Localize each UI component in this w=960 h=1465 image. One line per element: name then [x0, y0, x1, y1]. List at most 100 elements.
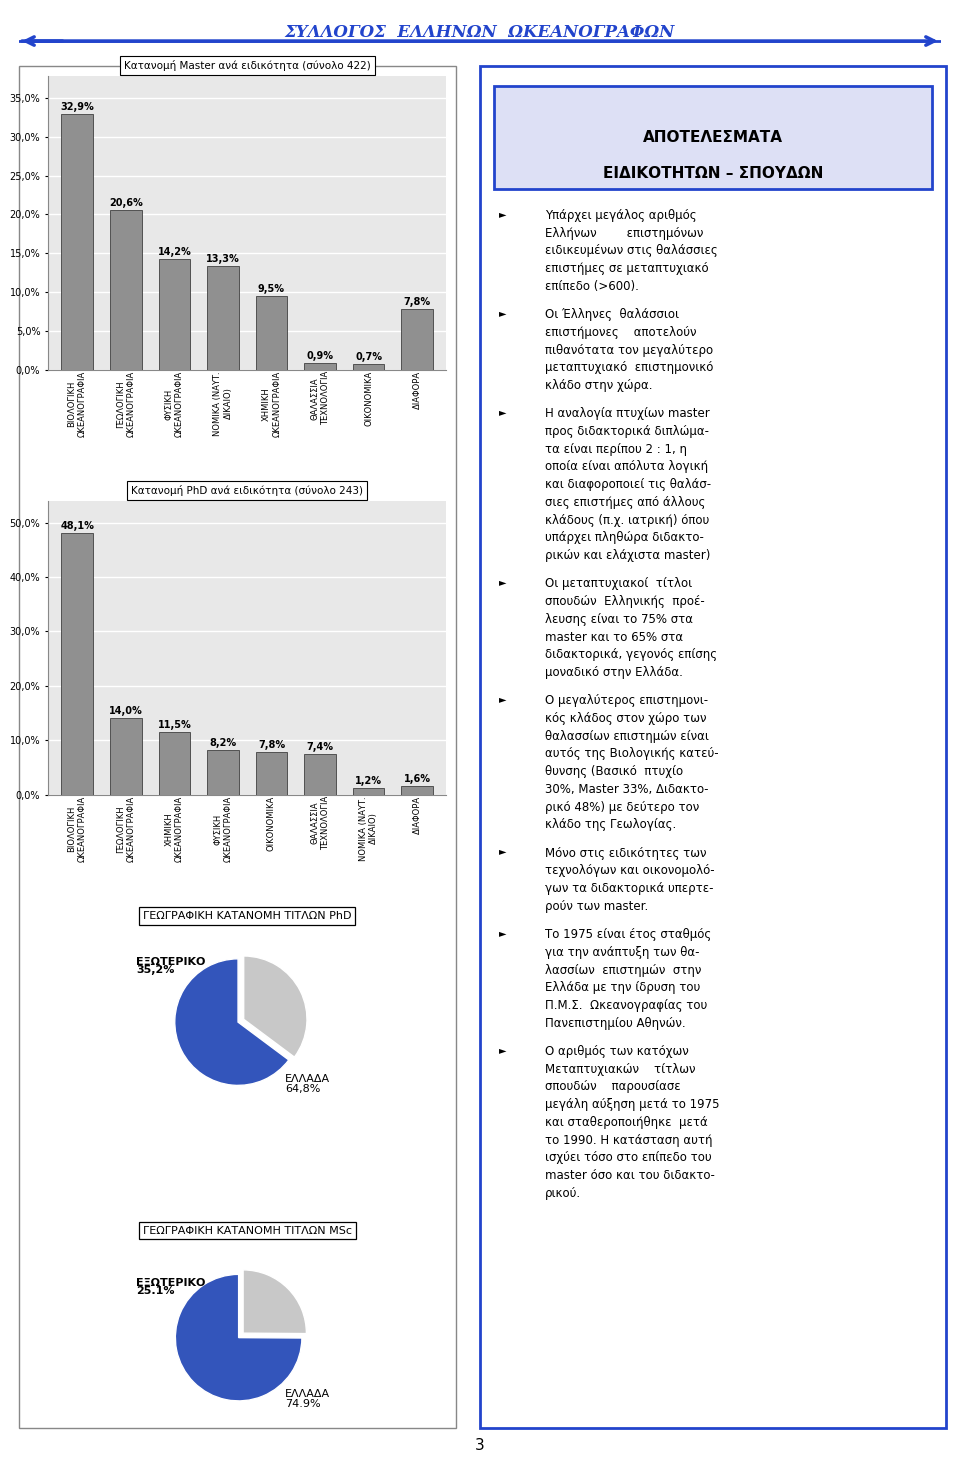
- Bar: [401, 785, 433, 794]
- Title: ΓΕΩΓΡΑΦΙΚΗ ΚΑΤΑΝΟΜΗ ΤΙΤΛΩΝ MSc: ΓΕΩΓΡΑΦΙΚΗ ΚΑΤΑΝΟΜΗ ΤΙΤΛΩΝ MSc: [143, 1226, 351, 1235]
- Text: επιστήμες σε μεταπτυχιακό: επιστήμες σε μεταπτυχιακό: [545, 262, 708, 275]
- Text: λευσης είναι το 75% στα: λευσης είναι το 75% στα: [545, 612, 693, 626]
- Text: ►: ►: [498, 308, 506, 318]
- Text: τα είναι περίπου 2 : 1, η: τα είναι περίπου 2 : 1, η: [545, 442, 687, 456]
- FancyBboxPatch shape: [494, 86, 931, 189]
- Text: ρικών και ελάχιστα master): ρικών και ελάχιστα master): [545, 549, 710, 563]
- Text: και σταθεροποιήθηκε  μετά: και σταθεροποιήθηκε μετά: [545, 1116, 708, 1130]
- Text: 30%, Master 33%, Διδακτο-: 30%, Master 33%, Διδακτο-: [545, 782, 708, 795]
- Bar: [158, 259, 190, 369]
- Bar: [207, 267, 239, 369]
- Bar: [255, 296, 287, 369]
- Text: αυτός της Βιολογικής κατεύ-: αυτός της Βιολογικής κατεύ-: [545, 747, 719, 760]
- Title: ΓΕΩΓΡΑΦΙΚΗ ΚΑΤΑΝΟΜΗ ΤΙΤΛΩΝ PhD: ΓΕΩΓΡΑΦΙΚΗ ΚΑΤΑΝΟΜΗ ΤΙΤΛΩΝ PhD: [143, 911, 351, 921]
- Text: Ελλάδα με την ίδρυση του: Ελλάδα με την ίδρυση του: [545, 982, 701, 995]
- Text: Οι Έλληνες  θαλάσσιοι: Οι Έλληνες θαλάσσιοι: [545, 308, 679, 321]
- Bar: [61, 533, 93, 794]
- Text: 7,8%: 7,8%: [258, 740, 285, 750]
- Text: μεταπτυχιακό  επιστημονικό: μεταπτυχιακό επιστημονικό: [545, 362, 713, 374]
- Title: Κατανομή Master ανά ειδικότητα (σύνολο 422): Κατανομή Master ανά ειδικότητα (σύνολο 4…: [124, 60, 371, 72]
- Text: κλάδους (π.χ. ιατρική) όπου: κλάδους (π.χ. ιατρική) όπου: [545, 514, 709, 526]
- Text: Το 1975 είναι έτος σταθμός: Το 1975 είναι έτος σταθμός: [545, 929, 711, 941]
- Text: οποία είναι απόλυτα λογική: οποία είναι απόλυτα λογική: [545, 460, 708, 473]
- Text: θαλασσίων επιστημών είναι: θαλασσίων επιστημών είναι: [545, 730, 709, 743]
- Text: 0,7%: 0,7%: [355, 352, 382, 362]
- Text: Μόνο στις ειδικότητες των: Μόνο στις ειδικότητες των: [545, 847, 707, 860]
- Text: ΕΛΛΑΔΑ: ΕΛΛΑΔΑ: [285, 1074, 330, 1084]
- Text: ρικού.: ρικού.: [545, 1187, 582, 1200]
- Text: 35,2%: 35,2%: [136, 965, 175, 976]
- Text: τεχνολόγων και οικονομολό-: τεχνολόγων και οικονομολό-: [545, 864, 715, 878]
- Text: κλάδο στην χώρα.: κλάδο στην χώρα.: [545, 379, 653, 393]
- Text: master όσο και του διδακτο-: master όσο και του διδακτο-: [545, 1169, 715, 1182]
- Text: 14,0%: 14,0%: [108, 706, 143, 716]
- Bar: [353, 788, 384, 794]
- Text: master και το 65% στα: master και το 65% στα: [545, 630, 684, 643]
- Text: μεγάλη αύξηση μετά το 1975: μεγάλη αύξηση μετά το 1975: [545, 1099, 720, 1110]
- Text: 20,6%: 20,6%: [108, 198, 143, 208]
- Bar: [304, 363, 336, 369]
- FancyBboxPatch shape: [480, 66, 946, 1428]
- Text: ειδικευμένων στις θαλάσσιες: ειδικευμένων στις θαλάσσιες: [545, 245, 718, 258]
- Text: ΑΠΟΤΕΛΕΣΜΑΤΑ: ΑΠΟΤΕΛΕΣΜΑΤΑ: [643, 130, 782, 145]
- Text: 9,5%: 9,5%: [258, 284, 285, 294]
- Text: ρικό 48%) με δεύτερο τον: ρικό 48%) με δεύτερο τον: [545, 800, 700, 813]
- Text: ΕΛΛΑΔΑ: ΕΛΛΑΔΑ: [285, 1389, 330, 1399]
- Text: 14,2%: 14,2%: [157, 248, 191, 258]
- Text: ►: ►: [498, 694, 506, 705]
- Text: 32,9%: 32,9%: [60, 103, 94, 111]
- Wedge shape: [244, 957, 307, 1058]
- Text: 1,2%: 1,2%: [355, 776, 382, 785]
- Text: ►: ►: [498, 407, 506, 418]
- Text: Μεταπτυχιακών    τίτλων: Μεταπτυχιακών τίτλων: [545, 1062, 696, 1075]
- Text: 11,5%: 11,5%: [157, 719, 191, 730]
- Text: ΕΙΔΙΚΟΤΗΤΩΝ – ΣΠΟΥΔΩΝ: ΕΙΔΙΚΟΤΗΤΩΝ – ΣΠΟΥΔΩΝ: [603, 166, 823, 182]
- Text: πιθανότατα τον μεγαλύτερο: πιθανότατα τον μεγαλύτερο: [545, 344, 713, 356]
- Text: ρούν των master.: ρούν των master.: [545, 900, 648, 913]
- Text: το 1990. Η κατάσταση αυτή: το 1990. Η κατάσταση αυτή: [545, 1134, 712, 1147]
- Bar: [401, 309, 433, 369]
- Text: Η αναλογία πτυχίων master: Η αναλογία πτυχίων master: [545, 407, 710, 420]
- Text: για την ανάπτυξη των θα-: για την ανάπτυξη των θα-: [545, 946, 700, 958]
- Text: προς διδακτορικά διπλώμα-: προς διδακτορικά διπλώμα-: [545, 425, 709, 438]
- Wedge shape: [175, 958, 289, 1086]
- Text: ►: ►: [498, 929, 506, 938]
- Text: σπουδών  Ελληνικής  προέ-: σπουδών Ελληνικής προέ-: [545, 595, 705, 608]
- Text: Ο μεγαλύτερος επιστημονι-: Ο μεγαλύτερος επιστημονι-: [545, 694, 708, 708]
- Text: Π.Μ.Σ.  Ωκεανογραφίας του: Π.Μ.Σ. Ωκεανογραφίας του: [545, 999, 708, 1012]
- Wedge shape: [243, 1270, 306, 1333]
- Text: μοναδικό στην Ελλάδα.: μοναδικό στην Ελλάδα.: [545, 667, 684, 678]
- Bar: [110, 718, 141, 794]
- Text: υπάρχει πληθώρα διδακτο-: υπάρχει πληθώρα διδακτο-: [545, 532, 704, 545]
- Text: ΕΞΩΤΕΡΙΚΟ: ΕΞΩΤΕΡΙΚΟ: [136, 957, 205, 967]
- Text: 0,9%: 0,9%: [306, 350, 333, 360]
- Text: σπουδών    παρουσίασε: σπουδών παρουσίασε: [545, 1080, 681, 1093]
- Title: Κατανομή PhD ανά ειδικότητα (σύνολο 243): Κατανομή PhD ανά ειδικότητα (σύνολο 243): [132, 485, 363, 497]
- Bar: [61, 114, 93, 369]
- Bar: [304, 754, 336, 794]
- Text: ►: ►: [498, 847, 506, 857]
- Text: 64,8%: 64,8%: [285, 1084, 321, 1094]
- Text: Οι μεταπτυχιακοί  τίτλοι: Οι μεταπτυχιακοί τίτλοι: [545, 577, 692, 590]
- Text: ΣΥΛΛΟΓΟΣ  ΕΛΛΗΝΩΝ  ΩΚΕΑΝΟΓΡΑΦΩΝ: ΣΥΛΛΟΓΟΣ ΕΛΛΗΝΩΝ ΩΚΕΑΝΟΓΡΑΦΩΝ: [285, 23, 675, 41]
- Text: Υπάρχει μεγάλος αριθμός: Υπάρχει μεγάλος αριθμός: [545, 209, 697, 223]
- Text: σιες επιστήμες από άλλους: σιες επιστήμες από άλλους: [545, 497, 706, 508]
- Wedge shape: [176, 1275, 301, 1401]
- Text: κός κλάδος στον χώρο των: κός κλάδος στον χώρο των: [545, 712, 707, 725]
- FancyBboxPatch shape: [19, 66, 456, 1428]
- Text: ΕΞΩΤΕΡΙΚΟ: ΕΞΩΤΕΡΙΚΟ: [136, 1277, 205, 1288]
- Text: διδακτορικά, γεγονός επίσης: διδακτορικά, γεγονός επίσης: [545, 648, 717, 661]
- Text: ►: ►: [498, 577, 506, 587]
- Text: ►: ►: [498, 209, 506, 218]
- Text: 48,1%: 48,1%: [60, 522, 94, 530]
- Text: Ο αριθμός των κατόχων: Ο αριθμός των κατόχων: [545, 1045, 689, 1058]
- Bar: [158, 732, 190, 794]
- Bar: [207, 750, 239, 794]
- Text: θυνσης (Βασικό  πτυχίο: θυνσης (Βασικό πτυχίο: [545, 765, 684, 778]
- Text: ισχύει τόσο στο επίπεδο του: ισχύει τόσο στο επίπεδο του: [545, 1151, 711, 1165]
- Text: Πανεπιστημίου Αθηνών.: Πανεπιστημίου Αθηνών.: [545, 1017, 685, 1030]
- Text: 74.9%: 74.9%: [285, 1399, 321, 1409]
- Text: ►: ►: [498, 1045, 506, 1055]
- Bar: [255, 752, 287, 794]
- Text: 3: 3: [475, 1439, 485, 1453]
